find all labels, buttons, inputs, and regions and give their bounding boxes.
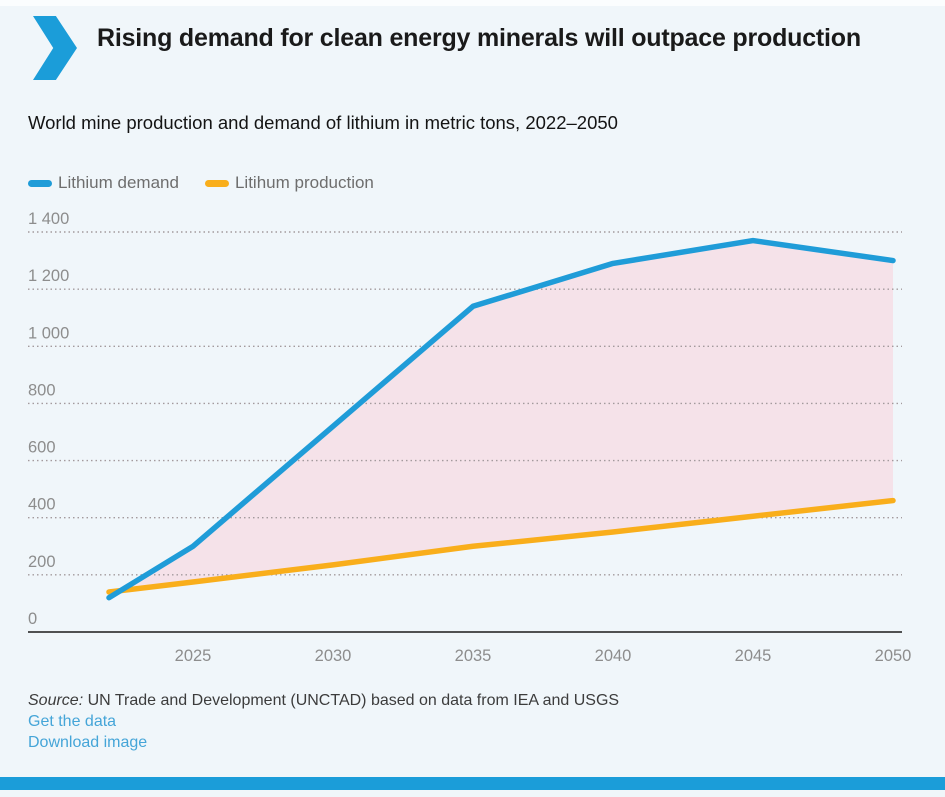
source-note: Source: UN Trade and Development (UNCTAD… (28, 692, 619, 710)
y-tick-label: 200 (28, 553, 56, 571)
y-tick-label: 0 (28, 610, 37, 628)
y-tick-label: 1 000 (28, 324, 69, 342)
y-tick-label: 1 200 (28, 267, 69, 285)
demand-production-gap-area (109, 240, 893, 598)
x-tick-label: 2050 (875, 647, 912, 665)
y-tick-label: 400 (28, 496, 56, 514)
chart-subtitle: World mine production and demand of lith… (28, 112, 618, 133)
legend-item-lithium-production[interactable]: Litihum production (204, 173, 374, 193)
x-tick-label: 2045 (735, 647, 772, 665)
top-strip (0, 0, 945, 6)
y-tick-label: 600 (28, 439, 56, 457)
y-tick-label: 1 400 (28, 210, 69, 228)
source-prefix: Source: (28, 692, 84, 709)
x-tick-label: 2030 (315, 647, 352, 665)
chevron-right-icon (33, 16, 77, 80)
legend-label: Litihum production (234, 173, 374, 192)
demand-line (106, 237, 896, 601)
legend-item-lithium-demand[interactable]: Lithium demand (28, 173, 179, 193)
y-tick-label: 800 (28, 381, 56, 399)
chart-legend: Lithium demand Litihum production (28, 173, 374, 193)
demand-line-swatch-icon (28, 179, 52, 187)
legend-label: Lithium demand (58, 173, 179, 192)
x-tick-label: 2035 (455, 647, 492, 665)
x-tick-label: 2025 (175, 647, 212, 665)
download-image-link[interactable]: Download image (28, 734, 148, 751)
production-line-swatch-icon (204, 179, 229, 187)
get-the-data-link[interactable]: Get the data (28, 713, 117, 730)
line-chart: 0 200 400 600 800 1 000 1 200 1 400 2025 2030 2035… (28, 210, 912, 665)
page-title: Rising demand for clean energy minerals … (97, 24, 861, 52)
production-line (106, 497, 896, 595)
bottom-accent-bar (0, 777, 945, 790)
x-tick-label: 2040 (595, 647, 632, 665)
source-text: UN Trade and Development (UNCTAD) based … (83, 692, 620, 709)
